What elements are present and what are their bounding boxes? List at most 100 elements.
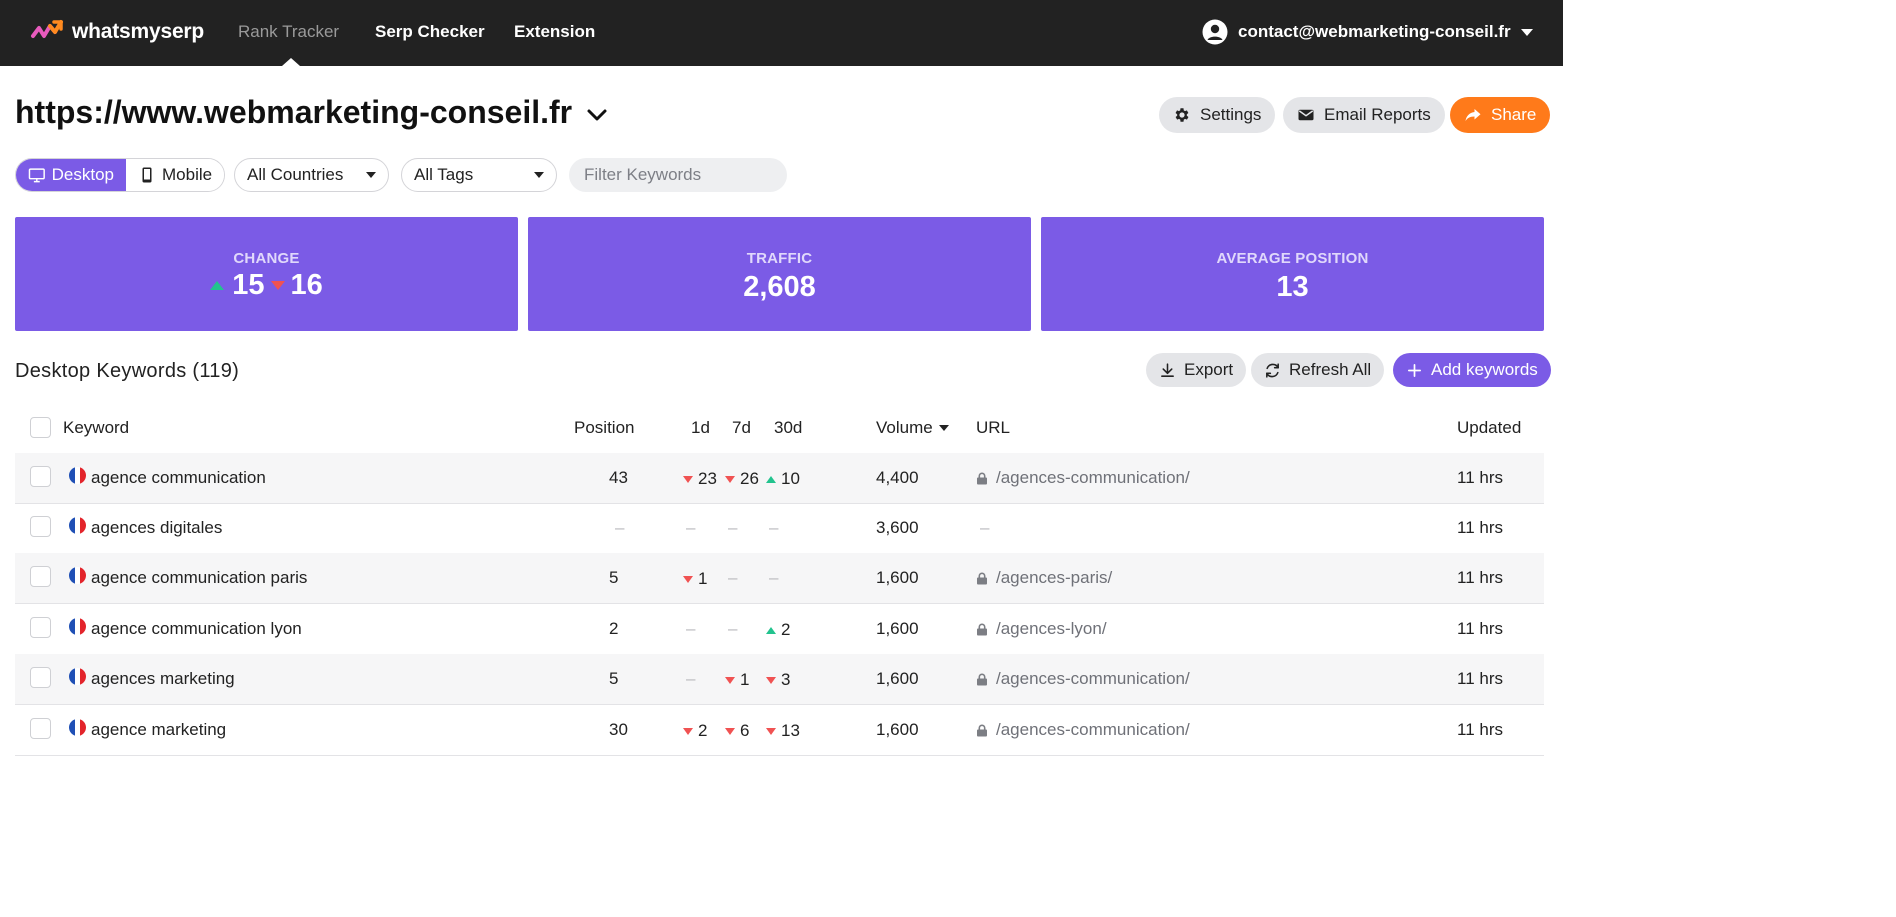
- volume-value: 1,600: [876, 669, 919, 688]
- header-30d[interactable]: 30d: [774, 418, 803, 437]
- change-d1: 1: [683, 569, 707, 589]
- average-position-card: AVERAGE POSITION 13: [1041, 217, 1544, 331]
- select-all-checkbox[interactable]: [30, 417, 51, 438]
- keyword-text[interactable]: agences marketing: [91, 669, 235, 688]
- arrow-down-icon: [725, 475, 735, 483]
- change-d30: 2: [766, 620, 790, 640]
- keywords-section-title: Desktop Keywords (119): [15, 360, 240, 382]
- table-row[interactable]: agence communication 43 23 26 10 4,400/agence…: [15, 453, 1544, 504]
- refresh-icon: [1266, 362, 1279, 378]
- france-flag-icon: [69, 719, 86, 736]
- row-checkbox[interactable]: [30, 516, 51, 537]
- settings-button[interactable]: Settings: [1159, 97, 1276, 133]
- arrow-up-icon: [210, 281, 225, 290]
- active-nav-indicator: [282, 58, 300, 66]
- countries-select[interactable]: All Countries: [234, 158, 389, 192]
- header-position[interactable]: Position: [574, 418, 635, 437]
- email-reports-button[interactable]: Email Reports: [1283, 97, 1445, 133]
- top-navbar: whatsmyserp Rank Tracker Serp Checker Ex…: [0, 0, 1563, 66]
- url-link[interactable]: /agences-communication/: [976, 720, 1190, 740]
- email-reports-label: Email Reports: [1324, 105, 1431, 124]
- url-text: /agences-paris/: [996, 568, 1113, 587]
- position-value: 5: [609, 568, 619, 587]
- updated-value: 11 hrs: [1457, 619, 1503, 638]
- row-checkbox[interactable]: [30, 667, 51, 688]
- updated-value: 11 hrs: [1457, 669, 1503, 688]
- traffic-card: TRAFFIC 2,608: [528, 217, 1031, 331]
- brand-logo[interactable]: whatsmyserp: [30, 18, 204, 46]
- keyword-text[interactable]: agences digitales: [91, 518, 223, 537]
- url-text: /agences-lyon/: [996, 619, 1107, 638]
- add-keywords-button[interactable]: Add keywords: [1393, 353, 1551, 387]
- mobile-toggle[interactable]: Mobile: [126, 159, 225, 191]
- traffic-value: 2,608: [743, 271, 816, 303]
- lock-icon: [977, 623, 987, 635]
- keyword-text[interactable]: agence communication lyon: [91, 619, 302, 638]
- average-position-value: 13: [1276, 271, 1309, 303]
- header-volume[interactable]: Volume: [876, 418, 949, 438]
- header-updated[interactable]: Updated: [1457, 418, 1522, 437]
- download-icon: [1161, 362, 1174, 377]
- keyword-text[interactable]: agence communication paris: [91, 568, 308, 587]
- position-value: 30: [609, 720, 628, 739]
- table-row[interactable]: agences digitales – – – – 3,600 – 11 hrs: [15, 503, 1544, 554]
- arrow-down-icon: [766, 676, 776, 684]
- row-checkbox[interactable]: [30, 466, 51, 487]
- change-d30: 3: [766, 670, 790, 690]
- header-url[interactable]: URL: [976, 418, 1011, 437]
- url-text: /agences-communication/: [996, 669, 1190, 688]
- volume-value: 1,600: [876, 619, 919, 638]
- gear-icon: [1175, 108, 1189, 122]
- nav-extension[interactable]: Extension: [514, 22, 596, 41]
- url-text: /agences-communication/: [996, 468, 1190, 487]
- arrow-down-icon: [683, 575, 693, 583]
- mobile-label: Mobile: [162, 165, 213, 184]
- export-button[interactable]: Export: [1146, 353, 1247, 387]
- header-7d[interactable]: 7d: [732, 418, 751, 437]
- desktop-label: Desktop: [51, 165, 114, 184]
- table-row[interactable]: agence marketing 30 2 6 13 1,600/agences-comm…: [15, 705, 1544, 756]
- site-title: https://www.webmarketing-conseil.fr: [15, 94, 573, 130]
- url-link[interactable]: /agences-communication/: [976, 468, 1190, 488]
- nav-rank-tracker[interactable]: Rank Tracker: [238, 22, 340, 41]
- keyword-text[interactable]: agence communication: [91, 468, 266, 487]
- position-value: 43: [609, 468, 628, 487]
- filter-keywords-input[interactable]: [569, 158, 787, 192]
- arrow-down-icon: [725, 676, 735, 684]
- nav-serp-checker[interactable]: Serp Checker: [375, 22, 485, 41]
- table-row[interactable]: agence communication lyon 2 – – 2 1,600/agenc…: [15, 604, 1544, 655]
- volume-value: 1,600: [876, 568, 919, 587]
- table-row[interactable]: agences marketing 5 – 1 3 1,600/agences-commu…: [15, 654, 1544, 705]
- plus-icon: [1407, 363, 1422, 377]
- change-d30: 10: [766, 469, 800, 489]
- lock-icon: [977, 673, 987, 685]
- url-text: /agences-communication/: [996, 720, 1190, 739]
- brand-name: whatsmyserp: [72, 20, 205, 43]
- url-value: –: [980, 518, 990, 537]
- refresh-all-label: Refresh All: [1289, 360, 1372, 379]
- refresh-all-button[interactable]: Refresh All: [1251, 353, 1385, 387]
- account-menu[interactable]: contact@webmarketing-conseil.fr: [1202, 19, 1533, 45]
- tags-select[interactable]: All Tags: [401, 158, 557, 192]
- share-button[interactable]: Share: [1450, 97, 1551, 133]
- header-keyword[interactable]: Keyword: [63, 418, 130, 437]
- change-d30: –: [769, 518, 779, 537]
- row-checkbox[interactable]: [30, 566, 51, 587]
- table-row[interactable]: agence communication paris 5 1 – – 1,600/agen…: [15, 553, 1544, 604]
- change-d1-value: 2: [698, 721, 708, 740]
- change-label: CHANGE: [233, 250, 300, 267]
- change-value: 15 16: [15, 269, 518, 302]
- site-selector[interactable]: https://www.webmarketing-conseil.fr: [15, 94, 608, 131]
- row-checkbox[interactable]: [30, 718, 51, 739]
- url-link[interactable]: /agences-communication/: [976, 669, 1190, 689]
- url-link[interactable]: /agences-lyon/: [976, 619, 1107, 639]
- keyword-text[interactable]: agence marketing: [91, 720, 227, 739]
- row-checkbox[interactable]: [30, 617, 51, 638]
- url-link[interactable]: /agences-paris/: [976, 568, 1112, 588]
- change-d1: –: [686, 669, 696, 688]
- desktop-toggle[interactable]: Desktop: [16, 159, 126, 191]
- average-position-label: AVERAGE POSITION: [1216, 250, 1369, 267]
- change-d30-value: 10: [781, 469, 800, 488]
- france-flag-icon: [69, 668, 86, 685]
- header-1d[interactable]: 1d: [691, 418, 710, 437]
